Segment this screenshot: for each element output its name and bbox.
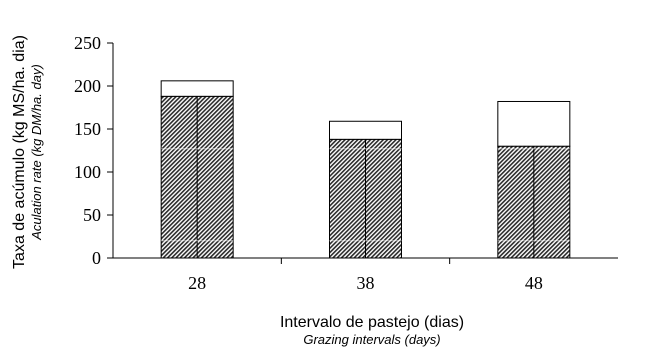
y-tick-label: 0 <box>92 248 101 268</box>
y-axis-title: Taxa de acúmulo (kg MS/ha. dia) <box>11 35 28 269</box>
y-tick-label: 200 <box>74 76 101 96</box>
bar-segment-38-1 <box>329 120 402 140</box>
y-axis-subtitle: Aculation rate (kg DM/ha. day) <box>29 64 44 241</box>
y-tick-label: 150 <box>74 119 101 139</box>
x-ticks-layer: 28 38 48 <box>188 258 543 293</box>
x-tick-label: 38 <box>357 273 375 293</box>
y-ticks-layer: 0 50 100 150 200 250 <box>74 33 113 268</box>
y-tick-label: 100 <box>74 162 101 182</box>
bar-segment-48-1 <box>497 100 571 147</box>
x-tick-label: 48 <box>525 273 543 293</box>
y-tick-label: 250 <box>74 33 101 53</box>
x-axis-subtitle: Grazing intervals (days) <box>303 332 440 347</box>
bar-segment-28-1 <box>160 80 234 97</box>
x-tick-label: 28 <box>188 273 206 293</box>
bars-layer <box>160 80 571 259</box>
y-tick-label: 50 <box>83 205 101 225</box>
x-axis-title: Intervalo de pastejo (dias) <box>280 314 464 331</box>
